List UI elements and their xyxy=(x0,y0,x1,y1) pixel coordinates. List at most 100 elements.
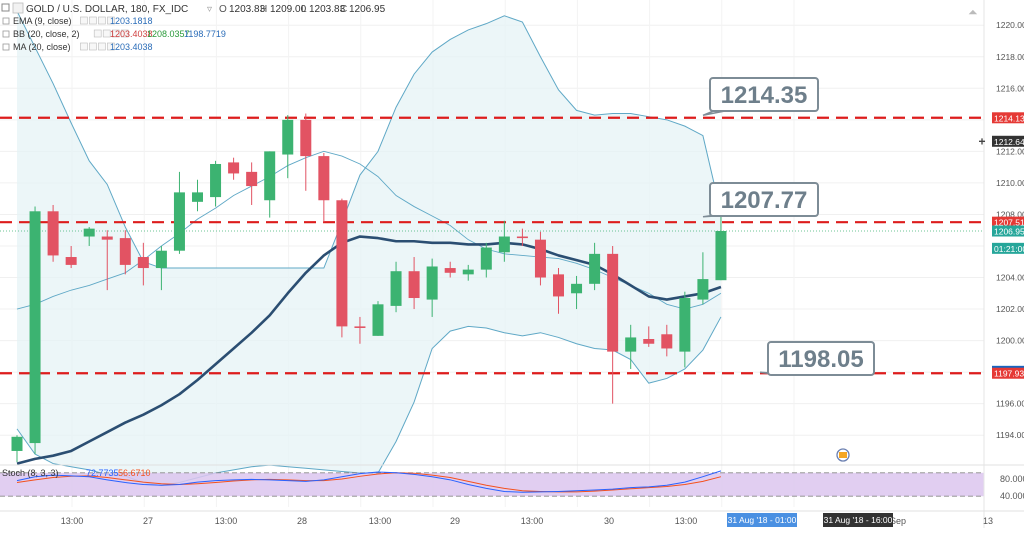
stoch-k-line xyxy=(16,470,722,493)
indicator-toggle-icon[interactable] xyxy=(2,43,10,51)
time-tick: 29 xyxy=(450,516,460,526)
close-icon[interactable] xyxy=(98,42,106,51)
price-tick: 1194.00 xyxy=(996,430,1024,440)
indicator-label: MA (20, close) xyxy=(13,42,71,52)
callout-label: 1207.77 xyxy=(721,187,808,214)
callout-label: 1198.05 xyxy=(778,346,863,373)
callout-box xyxy=(767,341,875,376)
callout-box xyxy=(709,77,819,112)
ohlc-open-label: O xyxy=(219,4,227,15)
indicator-label: BB (20, close, 2) xyxy=(13,29,80,39)
candle-body xyxy=(119,238,131,265)
price-tick: 1210.00 xyxy=(996,178,1024,188)
bb-fill xyxy=(17,11,721,486)
candle-body xyxy=(516,236,528,239)
time-highlight xyxy=(727,513,797,527)
collapse-pane-icon[interactable]: ⏶ xyxy=(968,5,978,19)
candle-body xyxy=(47,211,59,256)
eye-icon[interactable] xyxy=(80,16,88,25)
time-axis: 13:00 27 13:00 28 13:00 29 13:00 30 13:00 Sep 13 31… xyxy=(0,510,1024,527)
price-tag xyxy=(992,225,1024,237)
candle-body xyxy=(643,339,655,344)
candle-body xyxy=(192,192,203,202)
price-tick: 1212.00 xyxy=(996,146,1024,156)
stoch-label: Stoch (8, 3, 3) xyxy=(2,468,59,478)
candle-body xyxy=(372,304,384,336)
settings-icon[interactable] xyxy=(102,29,111,38)
stoch-d-value: 56.6710 xyxy=(118,468,151,478)
stoch-tick: 80.0000 xyxy=(1000,474,1024,484)
candle-body xyxy=(318,156,330,201)
time-tick: 13:00 xyxy=(215,516,238,526)
chart-header: GOLD / U.S. DOLLAR, 180, FX_IDC ▿ O 1203… xyxy=(1,2,978,19)
time-tick: 13:00 xyxy=(61,516,84,526)
close-icon[interactable] xyxy=(111,29,120,38)
ohlc-high-label: H xyxy=(260,4,267,15)
callout-box xyxy=(709,182,819,217)
candle-body xyxy=(480,247,492,270)
settings-icon[interactable] xyxy=(89,16,97,25)
time-highlight-label: 31 Aug '18 - 16:00 xyxy=(824,515,893,525)
time-tick: 28 xyxy=(297,516,307,526)
price-tick: 1200.00 xyxy=(996,336,1024,346)
candle-body xyxy=(408,271,420,299)
candle-body xyxy=(29,211,41,444)
price-tag-label: 1214.13 xyxy=(994,113,1024,123)
candle-body xyxy=(661,334,673,349)
more-icon[interactable] xyxy=(107,42,115,51)
candle-body xyxy=(444,268,456,273)
moving-average xyxy=(16,235,722,465)
price-tag xyxy=(992,216,1024,228)
more-icon[interactable] xyxy=(120,29,129,38)
price-tag-label: 1197.93 xyxy=(994,369,1024,379)
candle-body xyxy=(571,283,583,294)
price-tick: 1204.00 xyxy=(996,273,1024,283)
indicator-toggle-icon[interactable] xyxy=(2,17,10,25)
price-tag xyxy=(992,242,1024,254)
price-tag xyxy=(992,135,1024,147)
close-icon[interactable] xyxy=(98,16,106,25)
collapse-icon[interactable] xyxy=(1,3,10,12)
candle-body xyxy=(246,171,258,187)
candle-body xyxy=(137,257,149,269)
candle-body xyxy=(336,200,348,327)
candle-body xyxy=(210,163,222,198)
symbol-square-icon xyxy=(12,2,24,14)
annotations: 1214.35 1207.77 1198.05 xyxy=(702,77,875,462)
indicator-value: 1208.0357 xyxy=(147,29,190,39)
eye-icon[interactable] xyxy=(93,29,102,38)
candle-body xyxy=(534,239,546,278)
price-axis: 1194.001196.001198.001200.001202.001204.… xyxy=(978,0,1024,528)
indicator-value: 1203.4038 xyxy=(110,42,153,52)
indicator-value: 1203.4038 xyxy=(110,29,153,39)
indicator-toggle-icon[interactable] xyxy=(2,30,10,38)
time-tick: 13:00 xyxy=(521,516,544,526)
stoch-k-value: 72.7735 xyxy=(86,468,119,478)
chevron-down-icon[interactable]: ▿ xyxy=(207,4,212,15)
indicator-label: EMA (9, close) xyxy=(13,16,72,26)
indicator-value: 1198.7719 xyxy=(184,29,226,39)
symbol-title: GOLD / U.S. DOLLAR, 180, FX_IDC xyxy=(26,4,188,15)
candle-body xyxy=(697,279,709,300)
price-tag xyxy=(992,112,1024,124)
time-highlight xyxy=(823,513,893,527)
candle-body xyxy=(300,119,312,157)
candle-body xyxy=(155,250,167,269)
settings-icon[interactable] xyxy=(89,42,97,51)
eye-icon[interactable] xyxy=(80,42,88,51)
price-tick: 1208.00 xyxy=(996,209,1024,219)
indicator-legend: EMA (9, close) 1203.1818 BB (20, close, 2)… xyxy=(2,16,226,52)
ohlc-close-label: C xyxy=(340,4,347,15)
more-icon[interactable] xyxy=(107,16,115,25)
candles xyxy=(11,113,727,462)
ohlc-close-value: 1206.95 xyxy=(349,4,386,15)
candle-body xyxy=(715,231,727,281)
candle-body xyxy=(11,436,23,451)
candle-body xyxy=(553,274,564,297)
time-tick: Sep xyxy=(890,516,906,526)
candle-body xyxy=(264,151,276,201)
time-tick: 30 xyxy=(604,516,614,526)
